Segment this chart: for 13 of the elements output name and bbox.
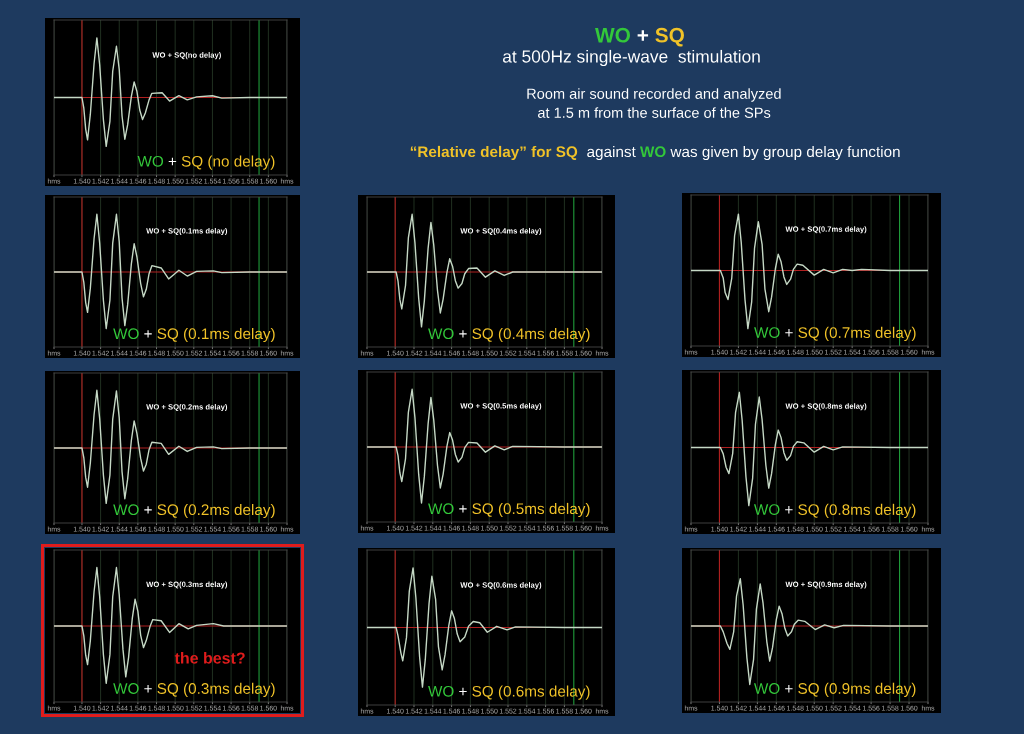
text: WO + SQ (no delay) — [137, 155, 275, 170]
text: at 1.5 m from the surface of the SPs — [537, 107, 771, 118]
text: WO + SQ (0.4ms delay) — [428, 327, 590, 343]
text: at 500Hz single-wave stimulation — [502, 49, 760, 67]
text: WO + SQ (0.2ms delay) — [113, 503, 275, 519]
annotation: WO + SQ (0.1ms delay) — [113, 327, 275, 343]
text: Room air sound recorded and analyzed — [527, 88, 781, 102]
annotation: WO + SQ (0.5ms delay) — [428, 502, 590, 518]
text: “Relative delay” for SQ against WO was given by group delay function — [410, 145, 900, 161]
annotation: the best? — [174, 652, 245, 664]
text: WO + SQ — [595, 27, 684, 47]
annotation: WO + SQ (0.6ms delay) — [428, 685, 590, 700]
annotation: WO + SQ (0.3ms delay) — [113, 682, 275, 697]
